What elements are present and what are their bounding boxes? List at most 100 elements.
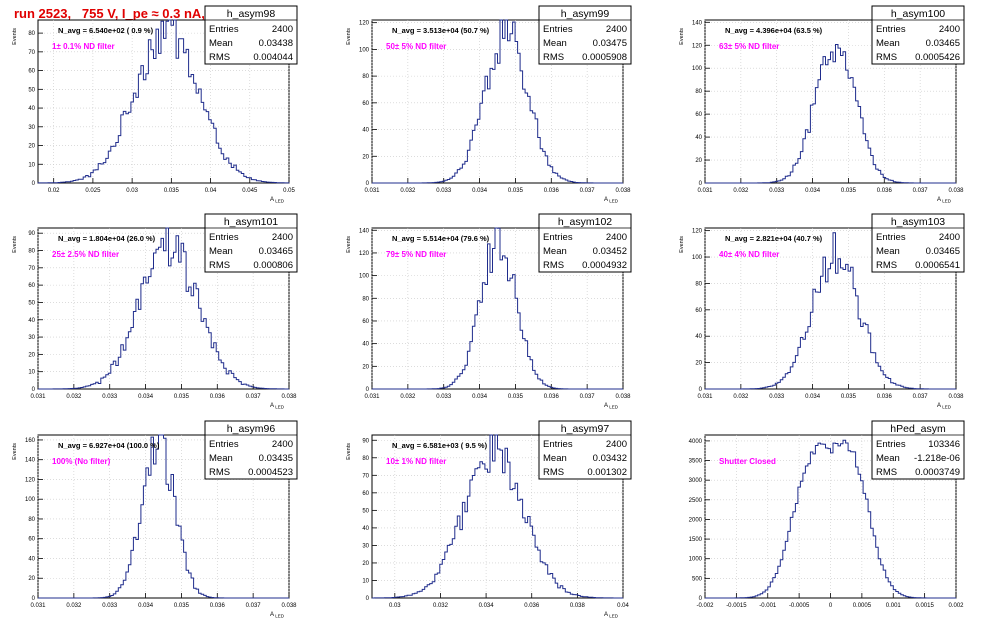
x-axis-label: A LED [937, 403, 952, 410]
histogram-panel-h_asym98: 0.02 0.025 0.03 0.035 0.04 0.045 0.05 0 10 20 30 40… [12, 5, 298, 204]
y-tick-label: 40 [695, 135, 702, 141]
y-tick-label: 60 [28, 537, 35, 543]
x-tick-label: 0.034 [472, 394, 488, 400]
y-tick-label: 3000 [689, 478, 703, 484]
stats-value: 2400 [272, 232, 293, 243]
histogram-panel-h_asym101: 0.031 0.032 0.033 0.034 0.035 0.036 0.037 0.038… [12, 213, 298, 410]
x-tick-label: 0.037 [580, 394, 596, 400]
stats-label: RMS [876, 52, 897, 63]
y-tick-label: 0 [699, 387, 703, 393]
filter-annotation: 40± 4% ND filter [719, 250, 779, 259]
x-tick-label: 0.035 [508, 188, 524, 194]
stats-box [871, 213, 965, 273]
stats-label: RMS [543, 467, 564, 478]
y-tick-label: 60 [28, 69, 35, 75]
stats-label: RMS [209, 467, 230, 478]
stats-label: Mean [543, 453, 567, 464]
x-tick-label: 0.037 [913, 188, 929, 194]
x-tick-label: 0.032 [733, 394, 749, 400]
y-tick-label: 20 [362, 561, 369, 567]
y-tick-label: 80 [28, 31, 35, 37]
histogram-line-h_asym96 [38, 434, 289, 599]
x-tick-label: 0.036 [544, 188, 560, 194]
navg-label: N_avg = 3.513e+04 (50.7 %) [392, 26, 490, 35]
stats-value: 2400 [606, 24, 627, 35]
x-tick-label: 0.035 [841, 394, 857, 400]
x-tick-label: 0.038 [281, 603, 297, 609]
y-tick-label: 80 [695, 281, 702, 287]
y-tick-label: 50 [28, 87, 35, 93]
x-tick-label: 0.038 [615, 188, 631, 194]
y-tick-label: 50 [362, 508, 369, 514]
y-tick-label: 60 [362, 319, 369, 325]
x-tick-label: 0.04 [617, 603, 629, 609]
stats-label: Entries [209, 24, 239, 35]
stats-box [204, 213, 298, 273]
y-tick-label: 40 [362, 128, 369, 134]
y-axis-label: Events [679, 236, 685, 253]
y-tick-label: 3500 [689, 459, 703, 465]
y-tick-label: 140 [692, 20, 703, 26]
stats-value: 0.0006541 [915, 260, 960, 271]
x-tick-label: 0.002 [948, 603, 964, 609]
y-tick-label: 80 [695, 89, 702, 95]
x-tick-label: 0.037 [246, 603, 262, 609]
stats-value: 0.0004523 [248, 467, 293, 478]
y-tick-label: 10 [28, 370, 35, 376]
x-tick-label: 0.036 [877, 188, 893, 194]
stats-label: RMS [543, 52, 564, 63]
x-tick-label: 0.034 [805, 188, 821, 194]
stats-label: Entries [543, 232, 573, 243]
stats-label: Mean [543, 246, 567, 257]
x-axis-label: A LED [270, 403, 285, 410]
stats-value: 0.001302 [587, 467, 627, 478]
y-tick-label: 10 [362, 578, 369, 584]
y-tick-label: 0 [32, 596, 36, 602]
stats-title: h_asym103 [891, 216, 945, 228]
stats-title: h_asym96 [227, 423, 276, 435]
stats-value: 0.03465 [259, 246, 293, 257]
stats-label: Mean [209, 246, 233, 257]
stats-box [204, 420, 298, 480]
stats-title: h_asym99 [561, 8, 610, 20]
x-tick-label: 0.033 [102, 394, 118, 400]
x-tick-label: 0.032 [433, 603, 449, 609]
x-tick-label: 0.035 [508, 394, 524, 400]
y-tick-label: 20 [28, 144, 35, 150]
histogram-panel-h_asym102: 0.031 0.032 0.033 0.034 0.035 0.036 0.037 0.038… [346, 213, 632, 410]
stats-value: 0.03438 [259, 38, 293, 49]
x-tick-label: 0.036 [877, 394, 893, 400]
stats-value: 103346 [928, 439, 960, 450]
x-tick-label: 0.04 [205, 188, 217, 194]
x-axis-label: A LED [604, 612, 619, 619]
x-tick-label: 0.036 [210, 603, 226, 609]
stats-value: 0.004044 [253, 52, 293, 63]
x-tick-label: 0.035 [174, 394, 190, 400]
y-tick-label: 140 [25, 458, 36, 464]
x-tick-label: 0.037 [580, 188, 596, 194]
x-tick-label: 0.038 [615, 394, 631, 400]
filter-annotation: 100% (No filter) [52, 457, 111, 466]
stats-value: 2400 [939, 232, 960, 243]
stats-value: -1.218e-06 [914, 453, 960, 464]
navg-label: N_avg = 6.927e+04 (100.0 %) [58, 441, 160, 450]
y-tick-label: 40 [28, 318, 35, 324]
y-tick-label: 120 [359, 21, 370, 27]
y-tick-label: 10 [28, 162, 35, 168]
x-tick-label: 0.033 [769, 394, 785, 400]
y-tick-label: 100 [25, 497, 36, 503]
x-tick-label: -0.002 [696, 603, 714, 609]
y-tick-label: 120 [359, 251, 370, 257]
filter-annotation: 25± 2.5% ND filter [52, 250, 119, 259]
y-tick-label: 70 [28, 266, 35, 272]
y-tick-label: 60 [362, 101, 369, 107]
x-tick-label: 0.031 [697, 188, 713, 194]
histogram-panel-h_asym100: 0.031 0.032 0.033 0.034 0.035 0.036 0.037 0.038… [679, 5, 965, 204]
x-tick-label: 0.031 [364, 394, 380, 400]
y-tick-label: 60 [362, 491, 369, 497]
x-tick-label: 0.0015 [915, 603, 934, 609]
stats-box [871, 420, 965, 480]
x-tick-label: 0.033 [769, 188, 785, 194]
x-tick-label: 0.034 [479, 603, 495, 609]
stats-label: RMS [876, 260, 897, 271]
